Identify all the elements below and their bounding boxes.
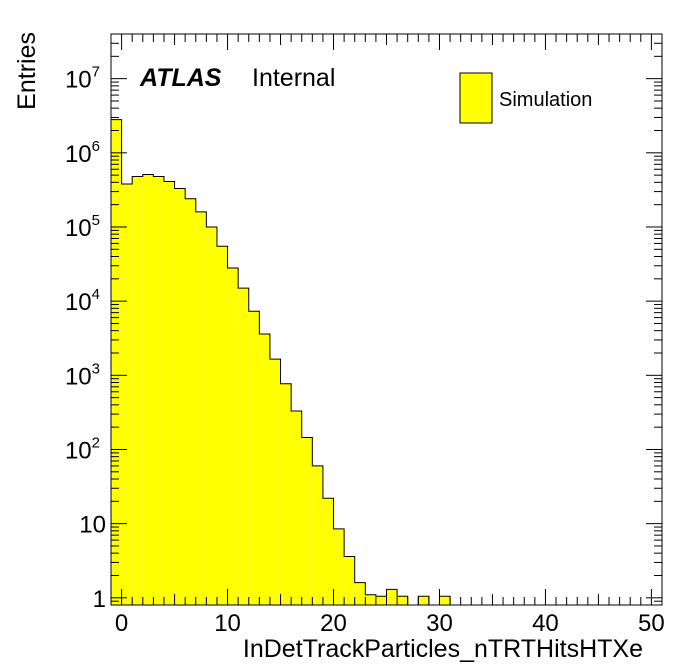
x-tick-label: 50 xyxy=(638,610,665,637)
atlas-label: ATLAS xyxy=(139,64,222,92)
histogram-bar xyxy=(206,226,217,605)
histogram-bar xyxy=(312,465,323,605)
histogram-bar xyxy=(322,498,334,605)
histogram-bar xyxy=(375,596,387,605)
y-tick-label: 1 xyxy=(93,586,106,613)
x-tick-label: 0 xyxy=(115,610,128,637)
y-tick-label: 10 xyxy=(79,512,106,539)
y-tick-labels: 1 10 102 103 104 105 106 107 xyxy=(65,64,106,613)
y-tick-label: 104 xyxy=(65,286,100,316)
y-tick-label: 106 xyxy=(65,138,100,168)
histogram-bar xyxy=(174,188,186,606)
plot-frame xyxy=(110,33,663,606)
histogram-bar xyxy=(365,594,376,605)
histogram-bar xyxy=(111,119,122,606)
x-tick-label: 20 xyxy=(320,610,347,637)
histogram-bar xyxy=(354,582,366,605)
histogram-bar xyxy=(227,267,239,605)
histogram-bar xyxy=(132,176,143,606)
x-tick-label: 40 xyxy=(532,610,559,637)
histogram-bars xyxy=(110,119,451,606)
histogram-bar xyxy=(344,556,355,605)
histogram-bar xyxy=(291,411,302,605)
y-tick-label: 107 xyxy=(65,64,100,94)
y-tick-label: 105 xyxy=(65,212,100,242)
x-tick-label: 30 xyxy=(426,610,453,637)
histogram-bar xyxy=(333,528,345,605)
histogram-bar xyxy=(301,437,313,605)
legend-label: Simulation xyxy=(499,89,592,111)
histogram-bar xyxy=(142,174,154,605)
x-tick-label: 10 xyxy=(214,610,241,637)
legend-swatch xyxy=(459,72,493,124)
x-tick-labels: 0 10 20 30 40 50 xyxy=(115,610,665,637)
y-tick-label: 102 xyxy=(65,434,100,464)
histogram-bar xyxy=(386,589,398,605)
histogram-bar xyxy=(185,198,196,606)
histogram-bar xyxy=(397,596,408,605)
histogram-bar xyxy=(121,183,133,605)
histogram-bar xyxy=(195,211,207,605)
internal-label: Internal xyxy=(252,64,335,92)
histogram-bar xyxy=(238,288,249,605)
histogram-bar xyxy=(216,246,228,605)
histogram-bar xyxy=(248,311,260,605)
x-axis-title: InDetTrackParticles_nTRTHitsHTXe xyxy=(243,635,643,663)
histogram-bar xyxy=(269,359,281,605)
histogram-bar xyxy=(163,181,175,605)
histogram-bar xyxy=(259,334,270,605)
histogram-bar xyxy=(439,596,451,605)
y-tick-label: 103 xyxy=(65,360,100,390)
histogram-bar xyxy=(418,596,429,605)
histogram-bar xyxy=(280,383,292,605)
y-axis-title: Entries xyxy=(13,32,41,110)
histogram-bar xyxy=(153,176,164,606)
